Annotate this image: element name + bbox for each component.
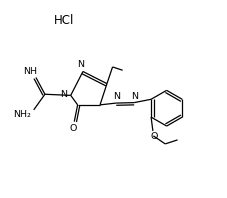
Text: NH₂: NH₂ bbox=[14, 110, 31, 119]
Text: HCl: HCl bbox=[54, 14, 74, 27]
Text: NH: NH bbox=[23, 67, 37, 76]
Text: N: N bbox=[131, 92, 138, 101]
Text: O: O bbox=[151, 132, 158, 141]
Text: N: N bbox=[60, 90, 67, 99]
Text: O: O bbox=[69, 124, 77, 133]
Text: N: N bbox=[77, 60, 84, 69]
Text: N: N bbox=[113, 92, 120, 101]
